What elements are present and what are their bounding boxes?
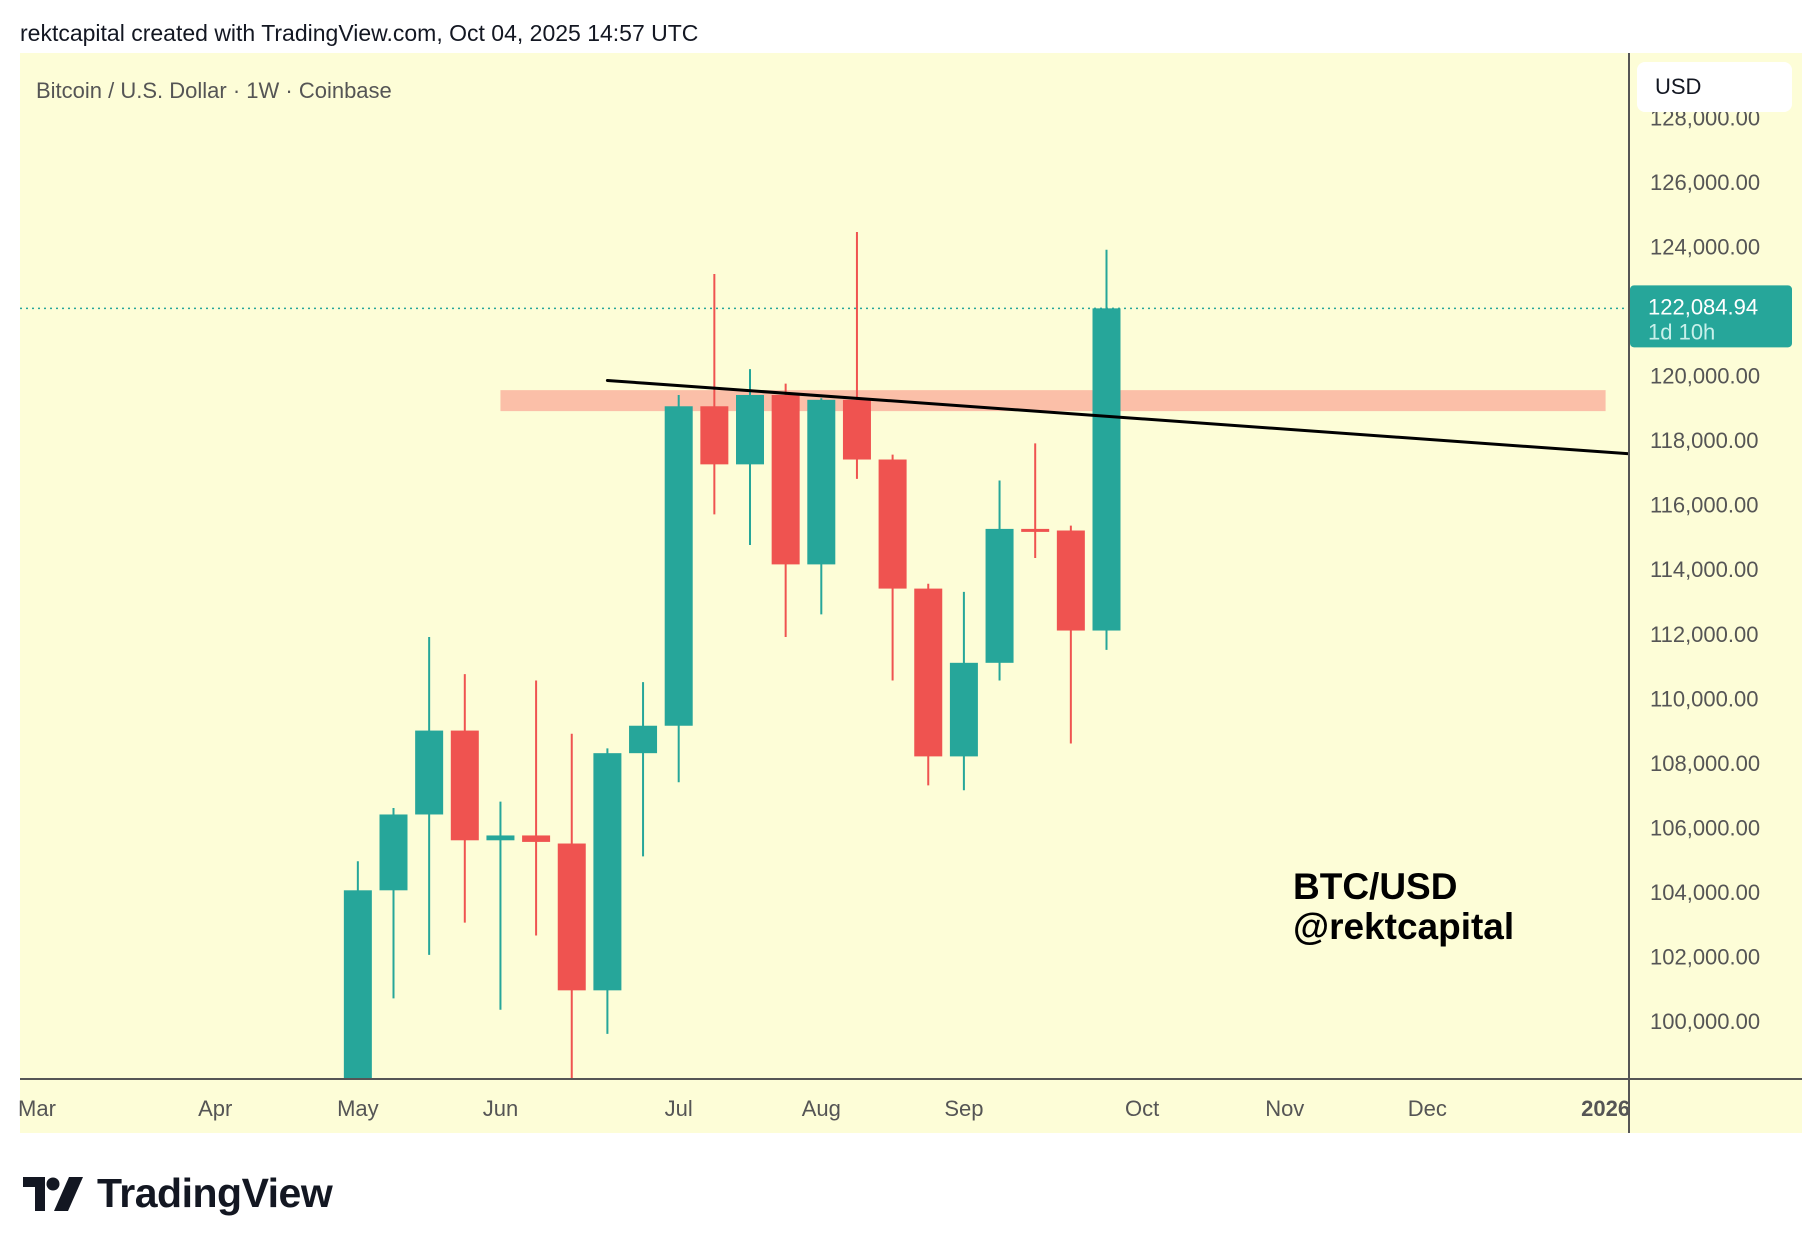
- candle[interactable]: [842, 232, 871, 479]
- candle-body: [771, 394, 800, 565]
- candle-body: [807, 399, 836, 565]
- candle[interactable]: [629, 682, 658, 857]
- candle-body: [522, 835, 551, 842]
- time-tick-label: 2026: [1581, 1096, 1630, 1121]
- time-tick-label: Dec: [1408, 1096, 1447, 1121]
- candle-body: [415, 730, 444, 815]
- candle[interactable]: [700, 273, 729, 515]
- chart-background: [20, 53, 1802, 1133]
- candle-body: [1056, 530, 1085, 631]
- candle-body: [343, 890, 372, 1079]
- price-tick-label: 100,000.00: [1650, 1009, 1760, 1034]
- price-tick-label: 126,000.00: [1650, 170, 1760, 195]
- time-tick-label: Nov: [1265, 1096, 1304, 1121]
- candle[interactable]: [807, 398, 836, 615]
- logo-text: TradingView: [97, 1170, 333, 1216]
- price-tick-label: 120,000.00: [1650, 364, 1760, 389]
- time-tick-label: Jun: [483, 1096, 518, 1121]
- candle-body: [664, 406, 693, 726]
- candle[interactable]: [985, 480, 1014, 681]
- candle-body: [593, 753, 622, 991]
- candle-body: [450, 730, 479, 841]
- time-tick-label: Jul: [665, 1096, 693, 1121]
- currency-button[interactable]: USD: [1637, 62, 1792, 112]
- candle-body: [486, 835, 515, 841]
- candle[interactable]: [557, 733, 586, 1079]
- price-tick-label: 110,000.00: [1650, 686, 1758, 711]
- candle[interactable]: [593, 748, 622, 1034]
- candle-body: [629, 725, 658, 754]
- price-tick-label: 118,000.00: [1650, 428, 1758, 453]
- time-tick-label: Sep: [944, 1096, 983, 1121]
- time-axis[interactable]: Mar Apr May Jun Jul Aug Sep Oct Nov Dec 2026: [18, 1080, 1802, 1133]
- time-tick-label: Oct: [1125, 1096, 1159, 1121]
- candle-body: [557, 843, 586, 991]
- price-tick-label: 106,000.00: [1650, 815, 1760, 840]
- price-pane[interactable]: [20, 232, 1641, 1234]
- tradingview-logo[interactable]: TradingView: [23, 1170, 333, 1217]
- price-tick-label: 104,000.00: [1650, 880, 1760, 905]
- candle[interactable]: [522, 680, 551, 936]
- candle-body: [736, 394, 764, 465]
- candle-body: [985, 528, 1014, 663]
- time-tick-label: Aug: [802, 1096, 841, 1121]
- candle[interactable]: [379, 808, 408, 999]
- last-price-badge-bg: [1630, 285, 1792, 348]
- time-tick-label: Apr: [198, 1096, 232, 1121]
- tradingview-logo-icon: [23, 1176, 83, 1211]
- candle[interactable]: [664, 394, 693, 783]
- candle[interactable]: [771, 383, 800, 637]
- price-tick-label: 102,000.00: [1650, 944, 1760, 969]
- candle[interactable]: [343, 861, 372, 1234]
- time-tick-label: Mar: [18, 1096, 56, 1121]
- candle-body: [914, 588, 943, 757]
- candle-body: [949, 662, 978, 757]
- time-tick-label: May: [337, 1096, 379, 1121]
- price-tick-label: 116,000.00: [1650, 493, 1758, 518]
- watermark-line2: @rektcapital: [1293, 906, 1514, 947]
- candle[interactable]: [415, 636, 444, 955]
- chart-caption: rektcapital created with TradingView.com…: [20, 20, 699, 46]
- watermark-line1: BTC/USD: [1293, 866, 1457, 907]
- candle[interactable]: [736, 369, 764, 546]
- price-axis[interactable]: 100,000.00 102,000.00 104,000.00 106,000.00…: [1650, 105, 1760, 1034]
- candle-body: [379, 814, 408, 891]
- candle[interactable]: [1021, 443, 1050, 558]
- candle[interactable]: [949, 591, 978, 791]
- price-tick-label: 114,000.00: [1650, 557, 1758, 582]
- candle[interactable]: [450, 674, 479, 923]
- candle[interactable]: [878, 454, 907, 681]
- price-tick-label: 112,000.00: [1650, 622, 1758, 647]
- symbol-title: Bitcoin / U.S. Dollar · 1W · Coinbase: [36, 78, 392, 103]
- candle[interactable]: [914, 583, 943, 786]
- time-axis-corner: [1630, 1080, 1802, 1133]
- candle-body: [842, 399, 871, 460]
- candle[interactable]: [1092, 249, 1121, 650]
- candle-body: [878, 459, 907, 589]
- trendline[interactable]: [605, 378, 1641, 456]
- bar-countdown: 1d 10h: [1648, 319, 1715, 344]
- candle-body: [1021, 528, 1050, 532]
- candle[interactable]: [1056, 525, 1085, 744]
- candle[interactable]: [486, 801, 515, 1010]
- price-tick-label: 108,000.00: [1650, 751, 1760, 776]
- candle-body: [700, 406, 729, 465]
- candle-body: [1092, 308, 1121, 631]
- last-price-value: 122,084.94: [1648, 294, 1758, 319]
- price-tick-label: 124,000.00: [1650, 235, 1760, 260]
